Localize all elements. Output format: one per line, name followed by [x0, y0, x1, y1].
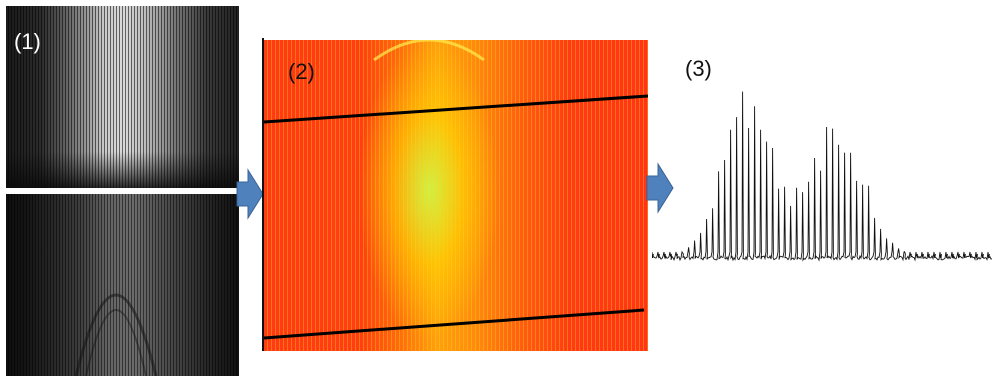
boundary-lines	[263, 38, 649, 340]
spectrum-trace	[652, 91, 992, 262]
arrow-right-icon	[236, 168, 264, 220]
label-panel-3: (3)	[685, 56, 712, 81]
label-panel-2: (2)	[288, 59, 315, 84]
spectrum-plot	[652, 91, 992, 262]
fringe-image-bottom	[6, 194, 239, 377]
fringe-arcs	[74, 293, 158, 377]
panel-divider	[6, 188, 239, 194]
image-left-border	[262, 38, 264, 351]
fringe-image-top	[6, 6, 239, 188]
false-color-image	[263, 38, 649, 351]
label-panel-1: (1)	[14, 29, 41, 54]
arrow-right-icon	[646, 162, 674, 214]
